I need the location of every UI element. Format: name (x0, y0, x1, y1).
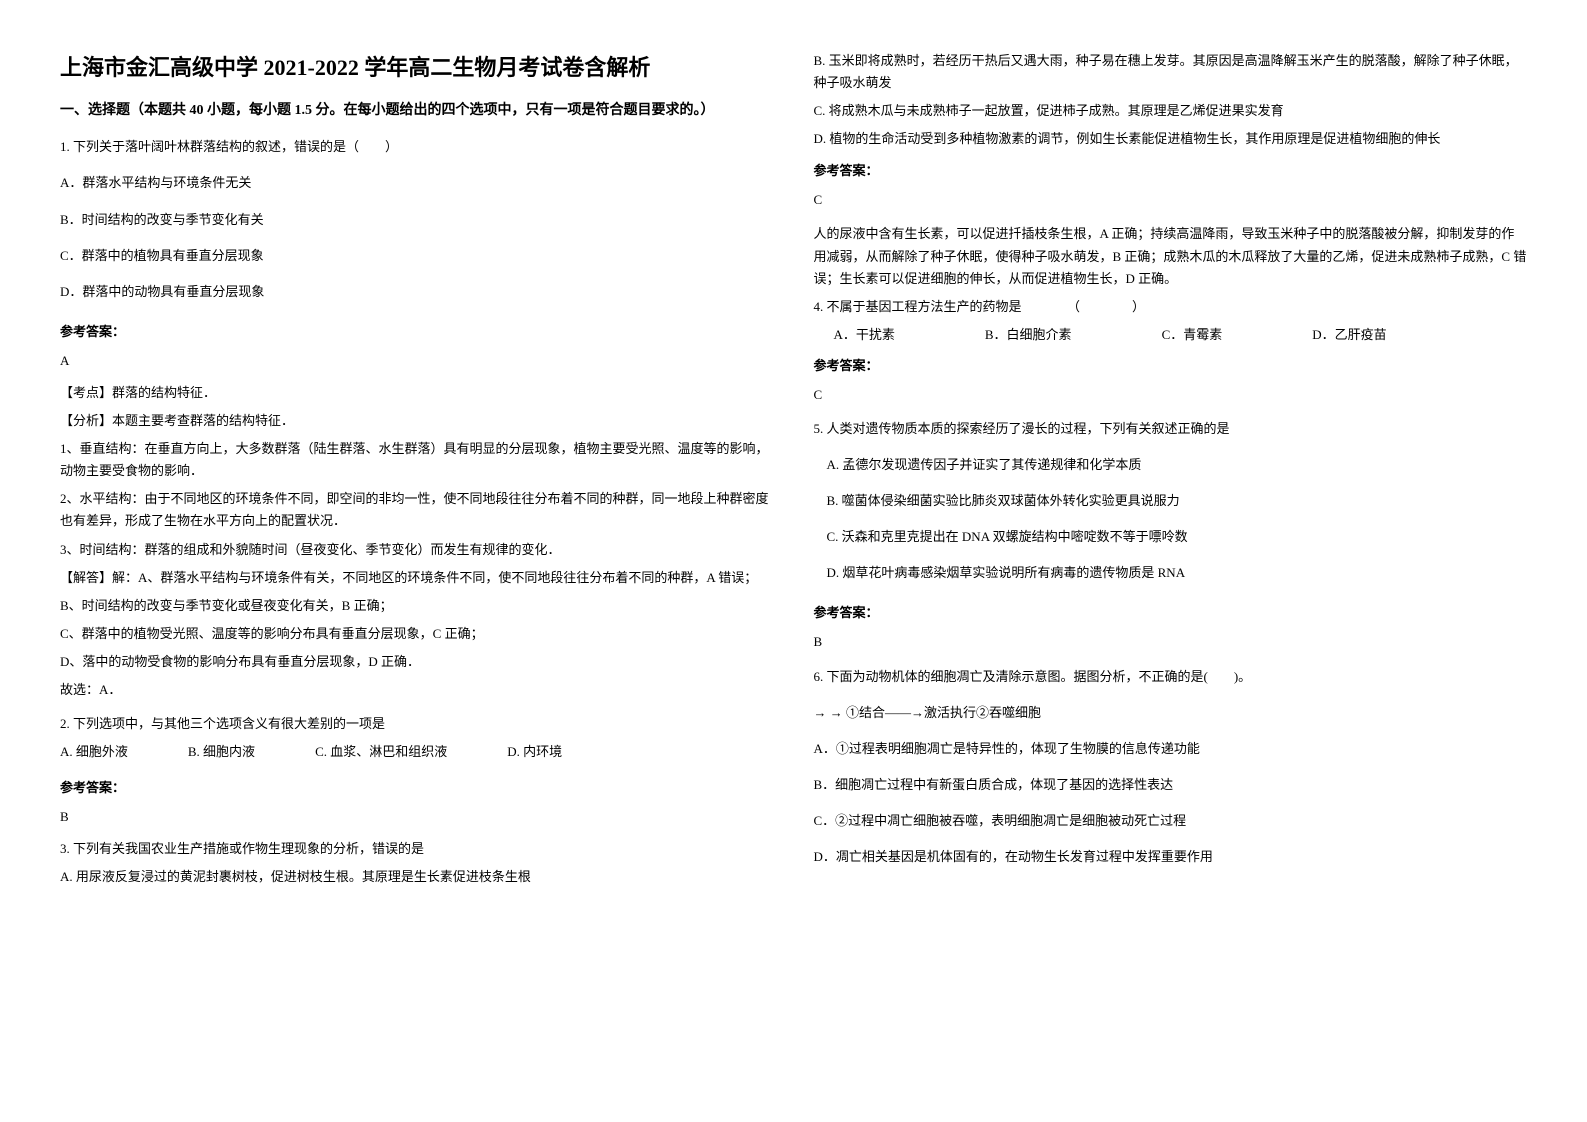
q2-stem: 2. 下列选项中，与其他三个选项含义有很大差别的一项是 (60, 713, 774, 735)
q1-p1: 1、垂直结构：在垂直方向上，大多数群落（陆生群落、水生群落）具有明显的分层现象，… (60, 438, 774, 482)
q4-option-b: B．白细胞介素 (985, 324, 1072, 343)
q1-option-b: B．时间结构的改变与季节变化有关 (60, 209, 774, 231)
left-column: 上海市金汇高级中学 2021-2022 学年高二生物月考试卷含解析 一、选择题（… (60, 50, 774, 1072)
q1-fenxi: 【分析】本题主要考查群落的结构特征． (60, 410, 774, 432)
q2-option-b: B. 细胞内液 (188, 741, 255, 763)
q6-diagram: → → ①结合——→激活执行②吞噬细胞 (814, 702, 1528, 724)
q1-jD: D、落中的动物受食物的影响分布具有垂直分层现象，D 正确． (60, 651, 774, 673)
q1-p3: 3、时间结构：群落的组成和外貌随时间（昼夜变化、季节变化）而发生有规律的变化． (60, 539, 774, 561)
q1-answer: A (60, 350, 774, 372)
section-header: 一、选择题（本题共 40 小题，每小题 1.5 分。在每小题给出的四个选项中，只… (60, 100, 774, 122)
q4-options: A．干扰素 B．白细胞介素 C．青霉素 D．乙肝疫苗 (814, 324, 1528, 343)
q4-stem: 4. 不属于基因工程方法生产的药物是 （ ） (814, 296, 1528, 318)
q5-option-a: A. 孟德尔发现遗传因子并证实了其传递规律和化学本质 (814, 454, 1528, 476)
q2-option-d: D. 内环境 (507, 741, 562, 763)
q6-option-a: A．①过程表明细胞凋亡是特异性的，体现了生物膜的信息传递功能 (814, 738, 1528, 760)
q5-option-d: D. 烟草花叶病毒感染烟草实验说明所有病毒的遗传物质是 RNA (814, 562, 1528, 584)
q3-option-c: C. 将成熟木瓜与未成熟柿子一起放置，促进柿子成熟。其原理是乙烯促进果实发育 (814, 100, 1528, 122)
q5-answer-label: 参考答案： (814, 602, 1528, 621)
q3-answer: C (814, 189, 1528, 211)
right-column: B. 玉米即将成熟时，若经历干热后又遇大雨，种子易在穗上发芽。其原因是高温降解玉… (814, 50, 1528, 1072)
q4-option-d: D．乙肝疫苗 (1312, 324, 1386, 343)
q3-option-b: B. 玉米即将成熟时，若经历干热后又遇大雨，种子易在穗上发芽。其原因是高温降解玉… (814, 50, 1528, 94)
q5-stem: 5. 人类对遗传物质本质的探索经历了漫长的过程，下列有关叙述正确的是 (814, 418, 1528, 440)
q4-answer: C (814, 384, 1528, 406)
q1-stem: 1. 下列关于落叶阔叶林群落结构的叙述，错误的是（ ） (60, 136, 774, 158)
q1-jieda: 【解答】解：A、群落水平结构与环境条件有关，不同地区的环境条件不同，使不同地段往… (60, 567, 774, 589)
q2-option-a: A. 细胞外液 (60, 741, 128, 763)
q1-option-a: A．群落水平结构与环境条件无关 (60, 172, 774, 194)
q4-option-c: C．青霉素 (1162, 324, 1223, 343)
q4-option-a: A．干扰素 (834, 324, 895, 343)
q3-stem: 3. 下列有关我国农业生产措施或作物生理现象的分析，错误的是 (60, 838, 774, 860)
q6-option-b: B．细胞凋亡过程中有新蛋白质合成，体现了基因的选择性表达 (814, 774, 1528, 796)
q1-p2: 2、水平结构：由于不同地区的环境条件不同，即空间的非均一性，使不同地段往往分布着… (60, 488, 774, 532)
exam-title: 上海市金汇高级中学 2021-2022 学年高二生物月考试卷含解析 (60, 50, 774, 82)
q3-option-a: A. 用尿液反复浸过的黄泥封裹树枝，促进树枝生根。其原理是生长素促进枝条生根 (60, 866, 774, 888)
q1-option-c: C．群落中的植物具有垂直分层现象 (60, 245, 774, 267)
q1-answer-label: 参考答案： (60, 321, 774, 340)
q2-answer-label: 参考答案： (60, 777, 774, 796)
q6-option-d: D．凋亡相关基因是机体固有的，在动物生长发育过程中发挥重要作用 (814, 846, 1528, 868)
q1-kaodian: 【考点】群落的结构特征． (60, 382, 774, 404)
q3-answer-label: 参考答案： (814, 160, 1528, 179)
q5-answer: B (814, 631, 1528, 653)
q3-option-d: D. 植物的生命活动受到多种植物激素的调节，例如生长素能促进植物生长，其作用原理… (814, 128, 1528, 150)
q1-guxuan: 故选：A． (60, 679, 774, 701)
q3-explain: 人的尿液中含有生长素，可以促进扦插枝条生根，A 正确；持续高温降雨，导致玉米种子… (814, 223, 1528, 289)
q1-jC: C、群落中的植物受光照、温度等的影响分布具有垂直分层现象，C 正确； (60, 623, 774, 645)
q4-answer-label: 参考答案： (814, 355, 1528, 374)
q5-option-b: B. 噬菌体侵染细菌实验比肺炎双球菌体外转化实验更具说服力 (814, 490, 1528, 512)
q6-stem: 6. 下面为动物机体的细胞凋亡及清除示意图。据图分析，不正确的是( )。 (814, 666, 1528, 688)
q5-option-c: C. 沃森和克里克提出在 DNA 双螺旋结构中嘧啶数不等于嘌呤数 (814, 526, 1528, 548)
q2-options: A. 细胞外液 B. 细胞内液 C. 血浆、淋巴和组织液 D. 内环境 (60, 741, 774, 763)
q2-answer: B (60, 806, 774, 828)
q2-option-c: C. 血浆、淋巴和组织液 (315, 741, 447, 763)
q1-option-d: D．群落中的动物具有垂直分层现象 (60, 281, 774, 303)
q6-option-c: C．②过程中凋亡细胞被吞噬，表明细胞凋亡是细胞被动死亡过程 (814, 810, 1528, 832)
q1-jB: B、时间结构的改变与季节变化或昼夜变化有关，B 正确； (60, 595, 774, 617)
